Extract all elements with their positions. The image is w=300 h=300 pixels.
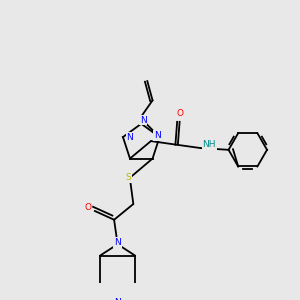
Text: O: O: [84, 203, 92, 212]
Text: N: N: [114, 238, 121, 247]
Text: N: N: [140, 116, 146, 125]
Text: N: N: [127, 133, 133, 142]
Text: O: O: [176, 109, 183, 118]
Text: S: S: [125, 173, 131, 182]
Text: NH: NH: [202, 140, 216, 149]
Text: N: N: [154, 131, 160, 140]
Text: N: N: [114, 298, 121, 300]
